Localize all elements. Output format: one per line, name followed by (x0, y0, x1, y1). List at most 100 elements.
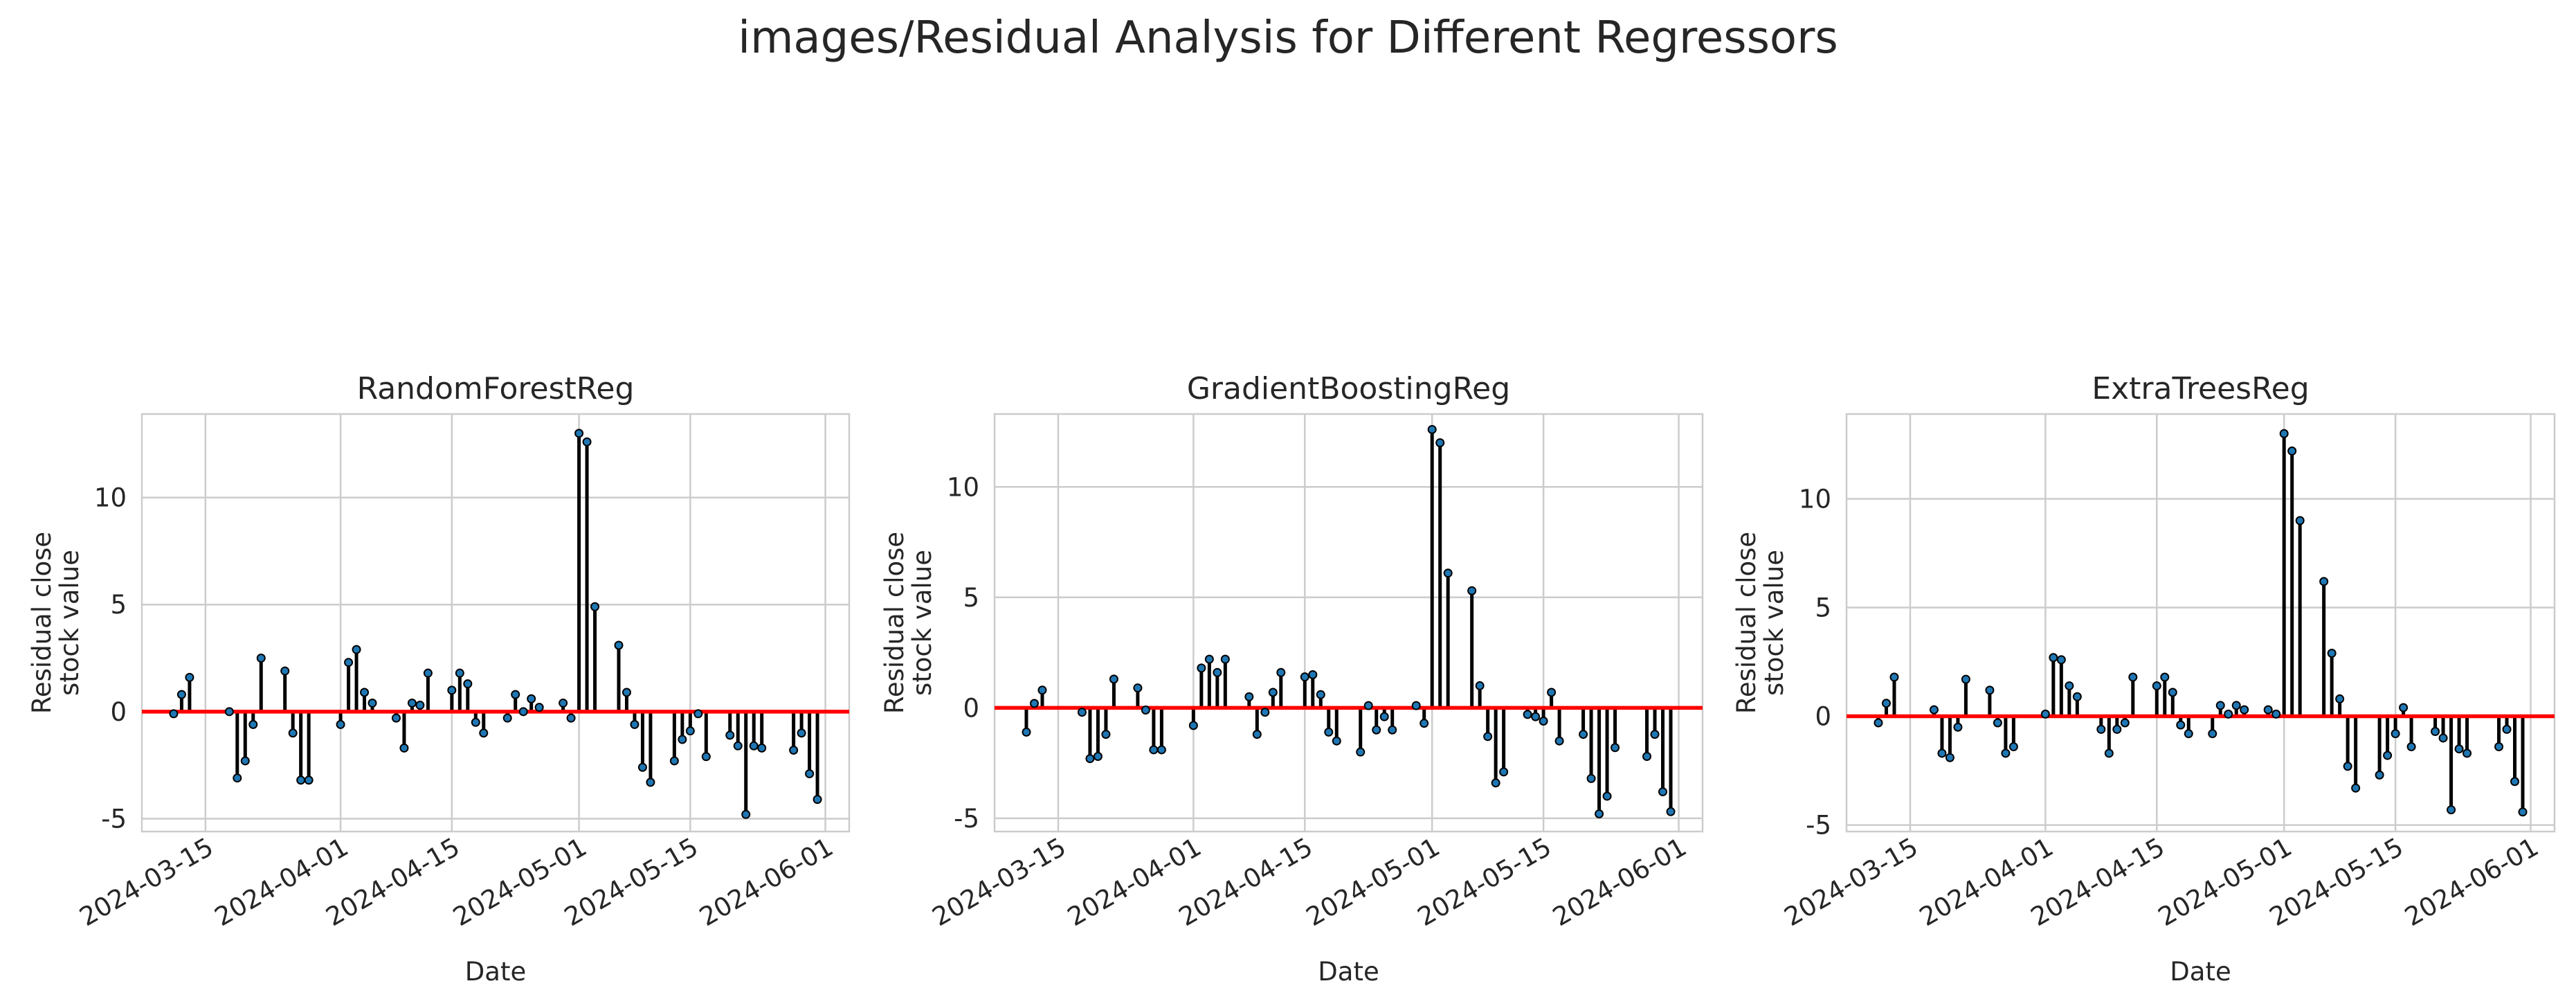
stem-marker (1204, 654, 1214, 664)
stem-marker (2231, 701, 2241, 710)
stem-marker (1523, 710, 1532, 719)
stem-marker (2072, 692, 2082, 701)
stem-marker (2056, 655, 2066, 665)
stem-marker (1642, 752, 1652, 762)
stem-marker (296, 775, 306, 785)
stem-marker (280, 666, 290, 676)
stem-marker (1985, 685, 1995, 695)
stem-marker (1085, 754, 1095, 764)
stem-marker (1586, 773, 1596, 783)
stem-marker (1372, 725, 1381, 735)
stem-marker (2271, 709, 2281, 719)
stem-marker (447, 685, 457, 695)
y-tick-label: 0 (110, 697, 127, 727)
stem-marker (2431, 727, 2440, 737)
x-tick-label: 2024-03-15 (1779, 832, 1923, 933)
stem-marker (1101, 730, 1111, 739)
stem-marker (2208, 729, 2217, 739)
stem-marker (423, 668, 433, 678)
stem-marker (1499, 767, 1509, 777)
y-axis-label-line: stock value (1759, 550, 1789, 696)
stem-marker (2438, 733, 2448, 743)
stem-marker (2343, 762, 2352, 771)
x-axis-label: Date (1318, 957, 1379, 987)
stem-marker (574, 429, 584, 438)
plot-area (993, 413, 1704, 833)
y-tick-label: 5 (1815, 593, 1831, 623)
x-tick-label: 2024-06-01 (694, 832, 838, 933)
stem-marker (1356, 747, 1366, 757)
y-tick-label: -5 (101, 804, 127, 834)
x-axis-label: Date (465, 957, 526, 987)
stem-marker (630, 719, 640, 729)
stem-marker (1037, 685, 1047, 695)
stem-marker (1379, 712, 1389, 721)
stem-marker (415, 701, 425, 710)
stem-marker (1316, 690, 1325, 699)
y-axis-label-line: Residual close (1732, 532, 1761, 714)
stem-marker (582, 437, 592, 447)
stem-marker (185, 672, 194, 682)
stem-marker (2279, 429, 2289, 438)
stem-marker (176, 690, 186, 699)
subplot-2: -505102024-03-152024-04-012024-04-152024… (880, 371, 1704, 987)
stem-marker (2383, 751, 2393, 760)
stem-marker (1435, 438, 1445, 447)
stem-marker (1929, 705, 1939, 715)
stem-marker (741, 809, 751, 819)
stem-marker (288, 728, 298, 738)
stem-marker (725, 730, 735, 740)
stem-marker (1332, 736, 1341, 746)
stem-marker (2215, 701, 2225, 710)
stem-marker (1427, 424, 1437, 434)
stem-marker (1308, 670, 1318, 679)
stem-marker (646, 778, 655, 787)
stem-marker (352, 645, 361, 654)
stem-marker (1937, 748, 1947, 758)
stem-marker (1093, 752, 1103, 762)
stem-marker (169, 709, 179, 719)
stem-marker (455, 668, 464, 678)
stem-marker (805, 769, 815, 779)
y-tick-label: -5 (1806, 811, 1831, 841)
y-tick-label: 5 (110, 590, 127, 620)
stem-marker (2447, 805, 2456, 815)
subplot-title: ExtraTreesReg (2092, 371, 2309, 406)
stem-marker (1993, 718, 2002, 728)
stem-marker (344, 658, 354, 667)
stem-marker (2112, 724, 2122, 734)
y-axis-label-line: stock value (55, 550, 84, 696)
stem-marker (2327, 648, 2337, 658)
stem-marker (502, 713, 512, 723)
stem-marker (685, 726, 695, 736)
y-tick-label: 10 (947, 472, 979, 502)
stem-marker (2287, 446, 2297, 456)
y-tick-label: 0 (1815, 702, 1831, 732)
stem-marker (1467, 586, 1477, 595)
stem-marker (1300, 672, 1309, 682)
stem-marker (2040, 709, 2050, 719)
stem-marker (1961, 674, 1970, 684)
stem-marker (2096, 724, 2106, 734)
plot-area (140, 413, 851, 833)
y-tick-label: -5 (954, 804, 979, 834)
stem-marker (1483, 732, 1493, 742)
figure-suptitle: images/Residual Analysis for Different R… (738, 12, 1838, 64)
stem-marker (1268, 688, 1278, 697)
stem-marker (1324, 727, 1334, 737)
stem-marker (789, 745, 799, 755)
stem-marker (471, 717, 480, 727)
stem-marker (1889, 672, 1899, 682)
stem-marker (1595, 809, 1604, 818)
stem-marker (559, 698, 568, 708)
stem-marker (2263, 705, 2273, 715)
stem-marker (1244, 692, 1254, 701)
stem-marker (2502, 724, 2512, 734)
stem-marker (1197, 663, 1206, 673)
stem-marker (1666, 807, 1676, 816)
plot-area (1845, 413, 2556, 833)
stem-marker (1077, 708, 1087, 717)
stem-marker (233, 773, 242, 783)
